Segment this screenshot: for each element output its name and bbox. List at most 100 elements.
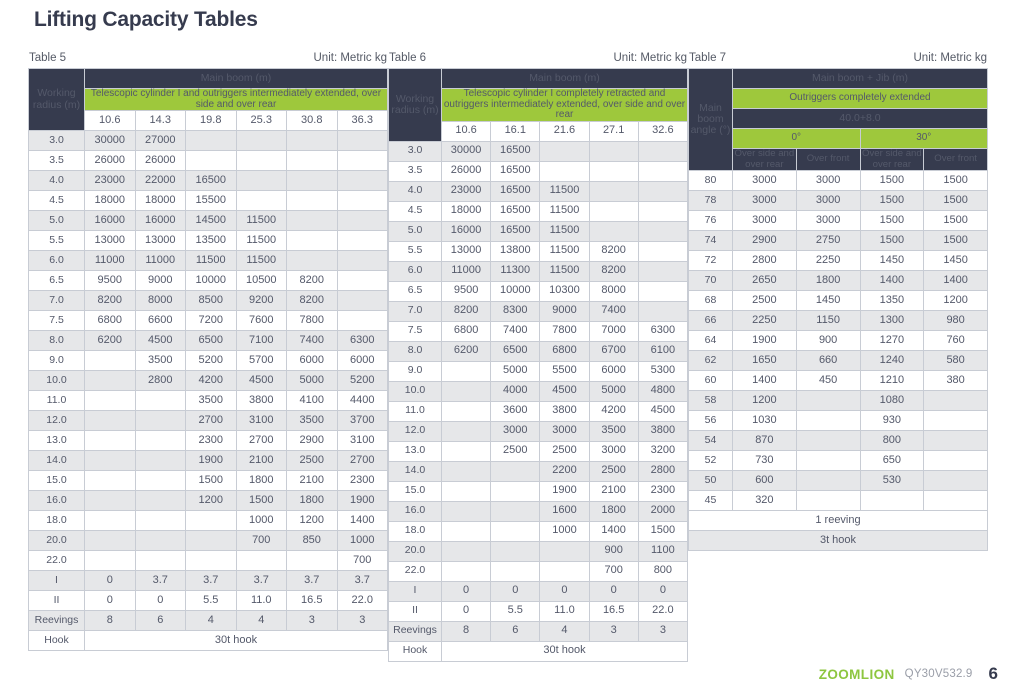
table6-cell — [637, 140, 689, 162]
table6-radius: 9.0 — [388, 360, 442, 382]
table5-cell — [134, 410, 186, 431]
table5-cell: 5000 — [286, 370, 338, 391]
table5-hook-value: 30t hook — [84, 630, 388, 651]
table5-cell — [84, 350, 136, 371]
table6-cell: 11500 — [539, 220, 590, 242]
table5-radius: 15.0 — [28, 470, 85, 491]
table5-cell: 13000 — [84, 230, 136, 251]
table5-col-header-1: 14.3 — [134, 110, 186, 131]
table7-cell — [795, 450, 861, 472]
table6-cell: 9000 — [539, 300, 590, 322]
table5-cell: 11000 — [134, 250, 186, 271]
table7-cell: 3000 — [795, 170, 861, 192]
table6-cell — [637, 260, 689, 282]
table7-cell: 2500 — [732, 290, 797, 312]
table5-cell: 11500 — [235, 210, 287, 231]
table-row: 64 1900 900 1270 760 — [688, 330, 988, 352]
table6-cell: 2100 — [588, 480, 639, 502]
table6-cell — [440, 400, 492, 422]
table7-cell — [795, 430, 861, 452]
table6-cell: 3600 — [490, 400, 541, 422]
table7-cell: 2900 — [732, 230, 797, 252]
table-row: 9.0 3500 5200 5700 6000 6000 — [28, 350, 388, 371]
table5-cell: 16500 — [185, 170, 237, 191]
table5-radius: 18.0 — [28, 510, 85, 531]
table5-cell: 8200 — [286, 270, 338, 291]
table6-cell: 16000 — [440, 220, 492, 242]
table5-cell: 3800 — [235, 390, 287, 411]
table7-angle: 70 — [688, 270, 733, 292]
table7-cell — [795, 410, 861, 432]
table5-cell — [336, 290, 388, 311]
table5-cell: 2300 — [185, 430, 237, 451]
table7-cell: 1150 — [795, 310, 861, 332]
table5-footer-cell: 8 — [84, 610, 136, 631]
table5-radius: 3.0 — [28, 130, 85, 151]
table5-footer-cell: 22.0 — [336, 590, 388, 611]
table5-radius: 6.0 — [28, 250, 85, 271]
table6-cell: 23000 — [440, 180, 492, 202]
table5-cell: 7800 — [286, 310, 338, 331]
table6-cell: 7000 — [588, 320, 639, 342]
table5-radius: 7.0 — [28, 290, 85, 311]
table-row: 3.5 26000 16500 — [388, 160, 689, 182]
table7-angle: 64 — [688, 330, 733, 352]
table5-cell — [84, 390, 136, 411]
table6-cell: 16500 — [490, 140, 541, 162]
table7-angle: 66 — [688, 310, 733, 332]
table5-cell — [185, 130, 237, 151]
table5-cell — [185, 510, 237, 531]
table5-cell — [134, 450, 186, 471]
table5-header-group: Working radius (m) Main boom (m) — [28, 68, 388, 131]
table6-cell: 3000 — [490, 420, 541, 442]
table5-cell — [84, 470, 136, 491]
table6-cell — [440, 460, 492, 482]
table5-cell: 6600 — [134, 310, 186, 331]
table5: Working radius (m) Main boom (m) Telesco… — [28, 68, 388, 651]
table6-footer-label: Reevings — [388, 620, 442, 642]
table5-cell — [134, 510, 186, 531]
table7-angle-group-1: 30° — [859, 128, 988, 149]
table5-radius: 5.5 — [28, 230, 85, 251]
table6-cell: 13000 — [440, 240, 492, 262]
table5-cell: 1800 — [235, 470, 287, 491]
table5-radius: 16.0 — [28, 490, 85, 511]
table5-cell: 26000 — [134, 150, 186, 171]
table5-cell — [84, 550, 136, 571]
table5-cell: 6300 — [336, 330, 388, 351]
table-row: 4.0 23000 22000 16500 — [28, 170, 388, 191]
table-row: 5.5 13000 13000 13500 11500 — [28, 230, 388, 251]
table6-cell — [588, 180, 639, 202]
table7-cell: 1200 — [923, 290, 988, 312]
table5-cell: 1000 — [336, 530, 388, 551]
table-row: 6.0 11000 11300 11500 8200 — [388, 260, 689, 282]
table5-radius: 6.5 — [28, 270, 85, 291]
table7-cell: 1800 — [795, 270, 861, 292]
table7-angle-group-row: 0° 30° — [689, 128, 988, 149]
table-row: 8.0 6200 4500 6500 7100 7400 6300 — [28, 330, 388, 351]
table6-cell: 1600 — [539, 500, 590, 522]
table5-footer-cell: 11.0 — [235, 590, 287, 611]
table7-angle: 56 — [688, 410, 733, 432]
table6-footer-cell: 11.0 — [539, 600, 590, 622]
table7-cell: 1650 — [732, 350, 797, 372]
table5-radius: 10.0 — [28, 370, 85, 391]
table6-footer-label: I — [388, 580, 442, 602]
table5-cell: 9000 — [134, 270, 186, 291]
table6-cell: 9500 — [440, 280, 492, 302]
table5-cell — [286, 230, 338, 251]
table5-cell: 18000 — [134, 190, 186, 211]
table-row: 22.0 700 — [28, 550, 388, 571]
table5-cell: 1500 — [235, 490, 287, 511]
table5-col-header-0: 10.6 — [84, 110, 136, 131]
table5-footer-label: I — [28, 570, 85, 591]
table5-cell: 3500 — [134, 350, 186, 371]
table5-cell: 16000 — [84, 210, 136, 231]
table5-cell: 2100 — [286, 470, 338, 491]
table5-cell: 18000 — [84, 190, 136, 211]
table7-angle: 62 — [688, 350, 733, 372]
table5-footer-label: II — [28, 590, 85, 611]
table5-cell — [336, 210, 388, 231]
table7-length: 40.0+8.0 — [732, 108, 988, 129]
